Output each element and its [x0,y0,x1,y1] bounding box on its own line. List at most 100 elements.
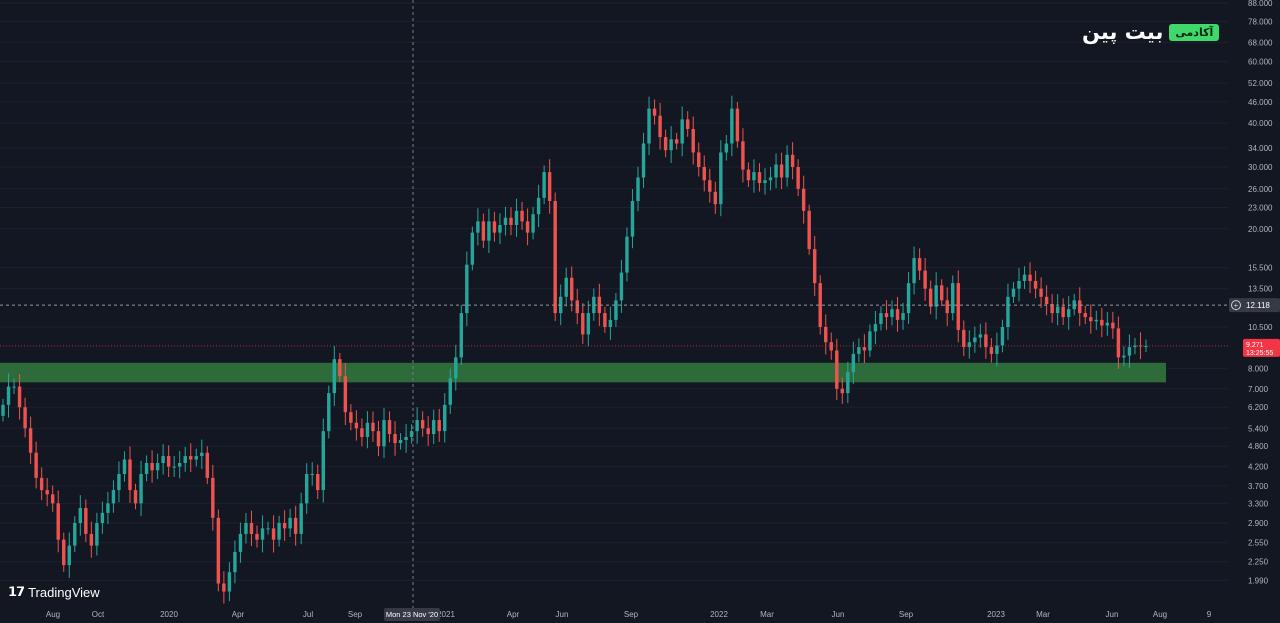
candle-body [917,258,922,271]
candle-body [56,503,60,540]
candle-body [194,456,198,460]
candle-body [724,143,729,153]
candle-body [669,139,673,151]
candle-body [928,288,933,307]
candle-body [1100,319,1104,326]
price-tick-label: 5.400 [1248,424,1269,433]
candle-body [763,180,767,184]
price-tick-label: 26.000 [1248,185,1273,194]
price-tick-label: 10.500 [1248,323,1273,332]
price-tick-label: 4.200 [1248,463,1269,472]
price-tick-label: 15.500 [1248,264,1273,273]
candle-body [818,283,822,327]
candle-body [785,154,789,178]
candle-body [398,440,403,444]
candle-body [1122,355,1126,358]
candle-body [575,300,579,314]
add-alert-icon[interactable] [1231,300,1241,311]
candle-body [1105,322,1110,326]
candle-body [454,357,458,379]
candle-body [851,353,856,373]
candle-body [768,177,773,181]
candle-body [238,533,243,552]
time-tick-label: Oct [92,610,105,619]
candle-body [122,459,127,475]
candle-body [923,270,927,289]
price-tick-label: 78.000 [1248,17,1273,26]
price-tick-label: 8.000 [1248,364,1269,373]
candle-body [73,523,77,546]
tradingview-logo-icon: 𝟭𝟳 [8,584,25,599]
candle-body [28,428,33,453]
time-tick-label: Sep [624,610,639,619]
candle-body [995,345,999,354]
candle-body [1000,326,1005,346]
support-zone [0,362,1166,383]
candle-body [525,221,530,233]
candle-body [465,264,469,314]
candle-body [211,477,215,518]
candle-body [962,329,966,348]
candle-body [945,300,949,314]
candle-body [824,326,828,343]
time-tick-label: Apr [507,610,520,619]
candle-body [282,523,287,529]
time-tick-label: Jul [303,610,313,619]
candle-body [255,533,259,540]
candle-body [34,452,38,478]
candle-body [139,474,143,504]
candle-body [779,164,784,178]
candle-body [12,386,16,388]
candle-body [973,337,977,343]
candle-body [531,214,535,233]
candle-body [895,309,900,320]
candle-body [1089,317,1093,322]
price-axis[interactable]: 1.990 2.250 2.550 2.900 3.300 3.700 4.200 4.800… [1248,0,1273,585]
candle-body [459,313,464,358]
candle-body [603,313,607,327]
candle-body [906,283,911,314]
candle-body [857,347,861,354]
candle-body [514,210,519,226]
candle-body [111,490,116,504]
candle-body [150,463,154,471]
candle-body [420,420,425,429]
candle-body [106,503,110,513]
candle-body [619,272,624,301]
candle-body [1039,288,1043,297]
time-axis[interactable]: Aug Oct 2020 Apr Jul Sep 2021 Apr Jun Sep 2022 Mar J… [46,610,1212,619]
candle-body [547,172,552,201]
price-tick-label: 3.700 [1248,482,1269,491]
candle-body [1066,309,1071,318]
candle-body [702,166,706,181]
time-tick-label: 9 [1207,610,1212,619]
candle-body [84,508,88,534]
candle-body [846,372,850,394]
candle-body [636,177,640,201]
tradingview-watermark[interactable]: 𝟭𝟳 TradingView [8,584,100,600]
candle-body [266,528,270,530]
candle-body [365,422,370,438]
time-tick-label: Aug [46,610,60,619]
time-tick-label: Jun [556,610,569,619]
candle-body [840,388,845,394]
candle-body [1111,322,1115,329]
candle-body [680,119,684,144]
candle-body [1017,280,1021,289]
plus-icon[interactable]: + [1234,301,1239,310]
candle-body [470,232,475,265]
candle-body [741,141,745,170]
candle-body [630,200,635,237]
candle-body [6,386,11,405]
price-tick-label: 40.000 [1248,119,1273,128]
price-tick-label: 2.550 [1248,539,1269,548]
candle-body [189,456,193,460]
price-tick-label: 68.000 [1248,38,1273,47]
time-tick-label: Mar [1036,610,1050,619]
price-tick-label: 20.000 [1248,225,1273,234]
time-tick-label: Sep [348,610,363,619]
candle-body [476,221,480,233]
candle-body [89,533,94,546]
time-tick-label: Apr [232,610,245,619]
